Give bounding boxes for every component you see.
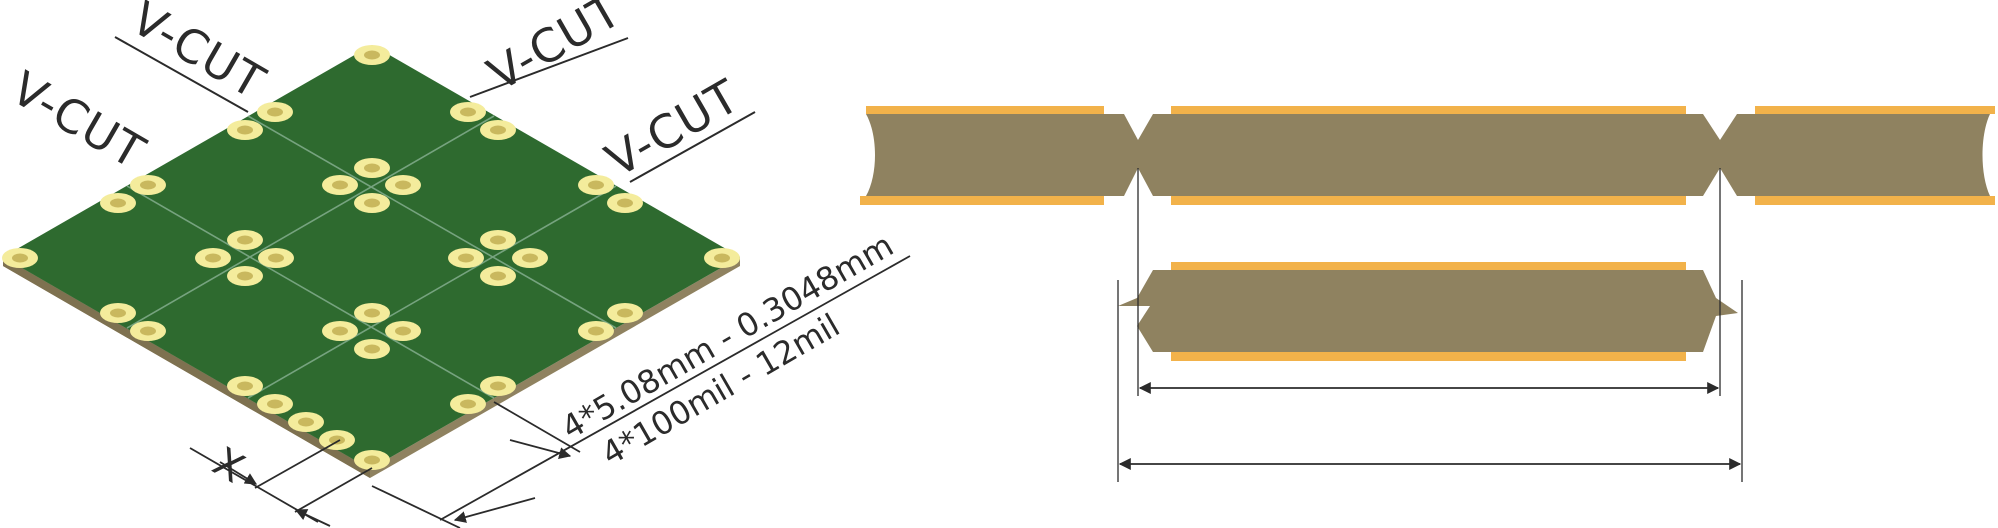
main-dimension — [371, 255, 911, 528]
pad — [319, 430, 355, 450]
pad — [130, 175, 166, 195]
pad — [227, 266, 263, 286]
pad — [704, 248, 740, 268]
separated-copper-top — [1171, 262, 1686, 270]
extension-lines — [1117, 168, 1743, 482]
pad-group — [2, 45, 740, 470]
pad — [385, 321, 421, 341]
copper-layer-top — [1171, 106, 1686, 114]
isometric-panel: V-CUT V-CUT V-CUT V-CUT X 4*5.08mm - 0.3… — [2, 0, 911, 528]
pad — [227, 376, 263, 396]
panel-top-face — [3, 45, 740, 469]
v-cut-label-left: V-CUT — [3, 61, 155, 180]
v-cut-label-right: V-CUT — [597, 69, 749, 188]
pad — [227, 230, 263, 250]
pad — [512, 248, 548, 268]
pad — [227, 120, 263, 140]
separated-copper-bottom — [1171, 352, 1686, 361]
pad — [480, 230, 516, 250]
pad — [322, 175, 358, 195]
pad — [2, 248, 38, 268]
pad — [354, 158, 390, 178]
pad — [354, 303, 390, 323]
pad — [480, 266, 516, 286]
pad — [450, 394, 486, 414]
pad — [578, 321, 614, 341]
copper-layer-top — [1755, 106, 1995, 114]
pad — [354, 450, 390, 470]
separated-board-section — [1118, 270, 1738, 352]
v-cut-label-right-top: V-CUT — [479, 0, 631, 102]
pad — [607, 303, 643, 323]
pad — [607, 193, 643, 213]
pad — [354, 193, 390, 213]
copper-layer-top — [866, 106, 1104, 114]
x-dimension-label: X — [205, 439, 252, 493]
pad — [448, 248, 484, 268]
pad — [100, 193, 136, 213]
pad — [195, 248, 231, 268]
pad — [100, 303, 136, 323]
pad — [257, 394, 293, 414]
pad — [130, 321, 166, 341]
pad — [258, 248, 294, 268]
v-cut-grooves — [126, 115, 617, 399]
pad — [354, 339, 390, 359]
pad — [354, 45, 390, 65]
copper-layer-bottom — [1171, 196, 1686, 205]
pad — [322, 321, 358, 341]
panel-substrate-shade — [3, 257, 370, 478]
copper-layer-bottom — [860, 196, 1104, 205]
pad — [385, 175, 421, 195]
v-cut-leaders — [114, 36, 756, 183]
cross-section-panel — [860, 106, 1995, 482]
pad — [288, 412, 324, 432]
pad — [257, 102, 293, 122]
copper-layer-bottom — [1755, 196, 1995, 205]
pad — [480, 376, 516, 396]
panel-cross-section — [866, 114, 1990, 196]
pad — [450, 102, 486, 122]
pad — [578, 175, 614, 195]
pad — [480, 120, 516, 140]
x-dimension — [189, 439, 373, 527]
